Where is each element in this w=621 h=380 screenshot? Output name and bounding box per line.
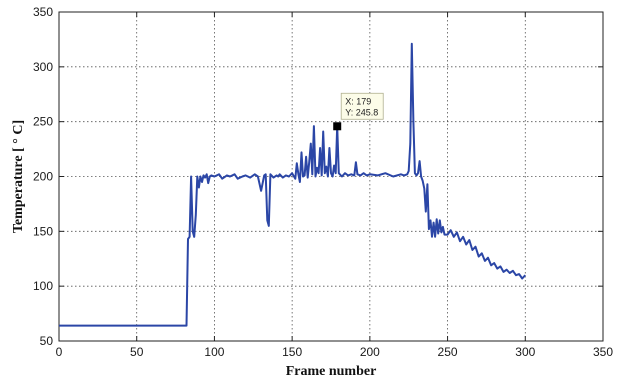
x-tick-label: 350 [593, 345, 613, 359]
y-axis-label: Temperature [ ° C] [11, 120, 26, 233]
x-tick-label: 100 [204, 345, 224, 359]
datatip-y-text: Y: 245.8 [345, 107, 378, 117]
x-axis-label: Frame number [286, 364, 377, 379]
y-tick-label: 50 [40, 334, 54, 348]
x-tick-label: 0 [56, 345, 63, 359]
y-tick-label: 250 [33, 115, 53, 129]
grid-lines [59, 12, 603, 341]
y-tick-label: 150 [33, 224, 53, 238]
x-tick-label: 250 [438, 345, 458, 359]
axis-ticks: 0 50 100 150 200 250 300 3505010015020025030035… [33, 5, 613, 359]
datatip-x-text: X: 179 [345, 96, 371, 106]
datatip-box [340, 92, 384, 120]
y-tick-label: 100 [33, 279, 53, 293]
datatip-marker [333, 122, 342, 131]
x-tick-label: 200 [360, 345, 380, 359]
y-tick-label: 200 [33, 170, 53, 184]
y-tick-label: 350 [33, 5, 53, 19]
series-layer [59, 42, 527, 327]
x-tick-label: 300 [515, 345, 535, 359]
y-tick-label: 300 [33, 60, 53, 74]
x-tick-label: 50 [130, 345, 144, 359]
x-tick-label: 150 [282, 345, 302, 359]
temperature-series-line [59, 42, 527, 327]
